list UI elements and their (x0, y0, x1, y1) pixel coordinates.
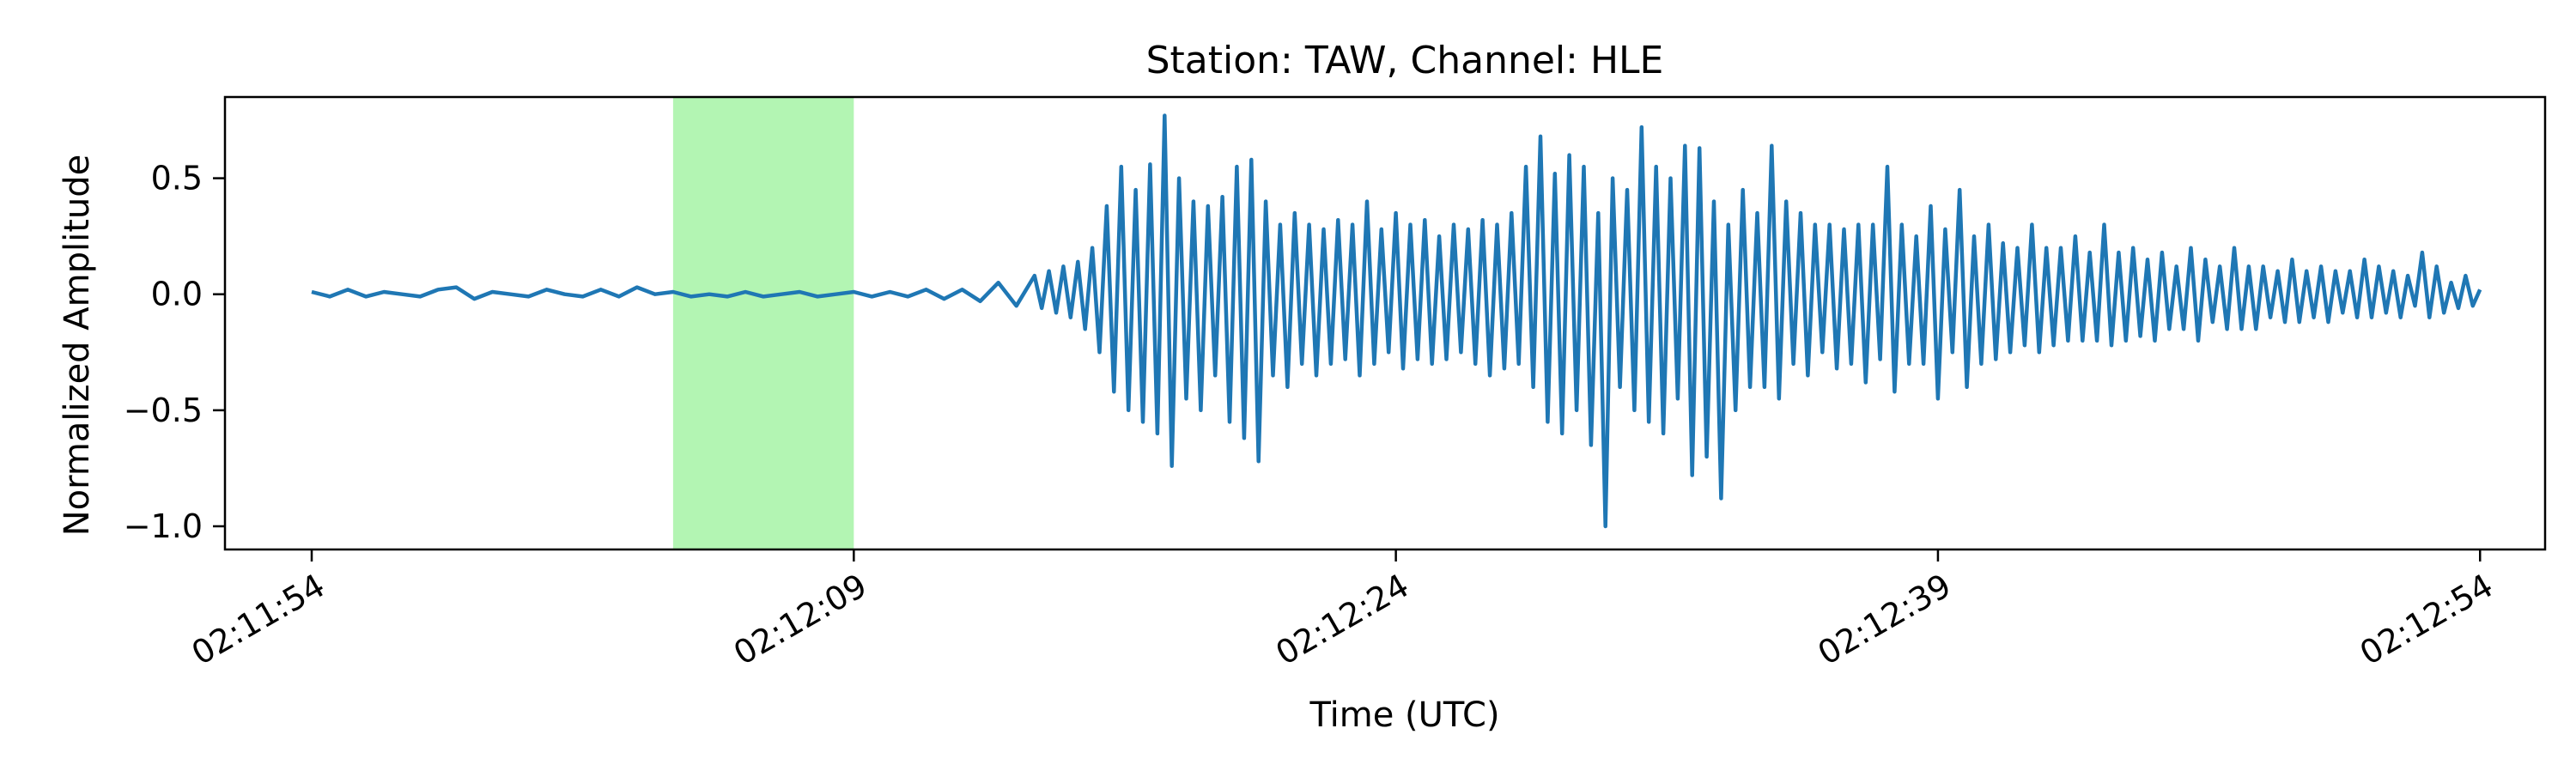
series-layer (311, 113, 2482, 529)
y-tick-label: −1.0 (124, 507, 203, 545)
highlight-layer (672, 97, 854, 549)
y-axis-label: Normalized Amplitude (58, 155, 97, 537)
y-tick-label: 0.0 (151, 276, 203, 313)
y-tick-label: 0.5 (151, 160, 203, 197)
x-axis-label: Time (UTC) (1309, 695, 1499, 735)
y-axis: −1.0 −0.5 0.0 0.5 (124, 160, 225, 545)
highlight-span (672, 97, 854, 549)
y-tick-label: −0.5 (124, 392, 203, 429)
chart-title: Station: TAW, Channel: HLE (1146, 39, 1664, 82)
series-line-0 (311, 113, 2482, 529)
plot-frame (223, 95, 2547, 551)
